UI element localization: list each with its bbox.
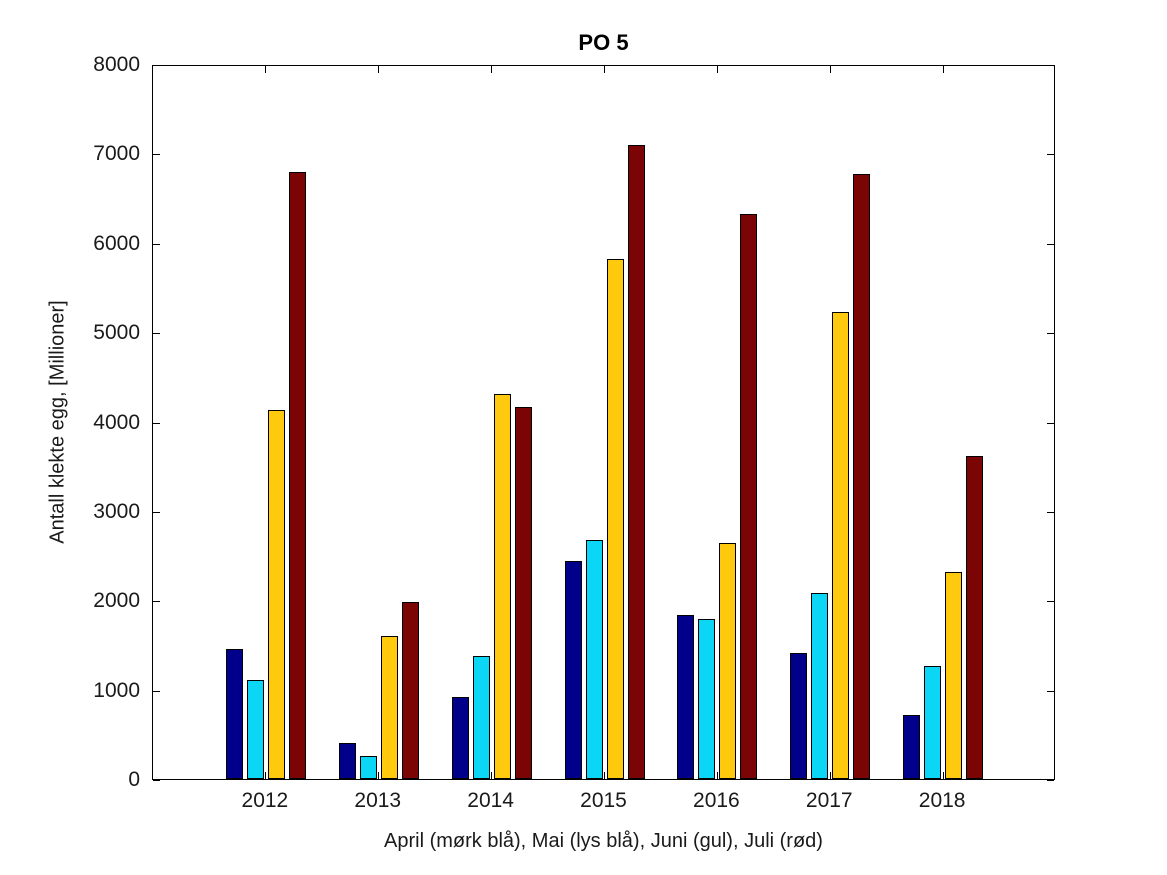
bar-mai-2014 — [472, 656, 490, 779]
y-tick-label: 2000 — [93, 589, 140, 613]
y-tick-label: 1000 — [93, 678, 140, 702]
bar-april-2016 — [677, 615, 695, 779]
x-tick-mark — [604, 772, 605, 779]
x-tick-mark — [716, 66, 718, 73]
bar-juni-2015 — [606, 259, 624, 779]
y-tick-mark — [1047, 422, 1054, 424]
y-tick-mark — [153, 65, 160, 66]
bar-april-2017 — [790, 653, 808, 779]
x-tick-label: 2017 — [805, 789, 853, 812]
y-tick-mark — [153, 154, 160, 156]
y-tick-label: 4000 — [93, 410, 140, 434]
x-tick-mark — [378, 66, 380, 73]
x-tick-label: 2014 — [467, 789, 514, 812]
y-tick-mark — [1047, 333, 1054, 335]
bar-juni-2012 — [267, 410, 285, 779]
x-tick-mark — [942, 66, 944, 73]
x-tick-label: 2015 — [580, 789, 627, 812]
x-tick-label: 2018 — [918, 789, 966, 812]
x-tick-mark — [716, 772, 718, 779]
bar-juli-2012 — [288, 172, 306, 779]
y-tick-mark — [153, 780, 160, 781]
y-tick-label: 3000 — [93, 499, 140, 523]
bar-mai-2017 — [811, 593, 829, 779]
x-axis-label: April (mørk blå), Mai (lys blå), Juni (g… — [384, 830, 823, 852]
x-tick-label: 2012 — [241, 789, 289, 812]
y-tick-mark — [1047, 690, 1054, 692]
bar-mai-2012 — [246, 680, 264, 779]
y-tick-mark — [153, 511, 160, 513]
y-tick-mark — [1047, 243, 1054, 245]
y-tick-mark — [153, 422, 160, 424]
x-tick-mark — [265, 66, 267, 73]
bar-juli-2014 — [514, 407, 532, 779]
x-tick-mark — [491, 66, 493, 73]
x-tick-mark — [942, 772, 944, 779]
y-tick-label: 8000 — [93, 53, 140, 76]
plot-area — [152, 65, 1055, 781]
y-tick-label: 6000 — [93, 231, 140, 255]
bar-april-2012 — [225, 649, 243, 779]
y-tick-label: 0 — [128, 768, 140, 791]
x-tick-mark — [829, 66, 831, 73]
bar-juli-2013 — [401, 602, 419, 779]
bar-juli-2016 — [740, 214, 758, 779]
bar-mai-2013 — [359, 756, 377, 779]
y-tick-mark — [153, 690, 160, 692]
bar-juni-2018 — [945, 572, 963, 779]
x-tick-mark — [491, 772, 493, 779]
bar-juli-2018 — [966, 456, 984, 779]
bar-mai-2018 — [924, 666, 942, 779]
bar-april-2013 — [338, 743, 356, 779]
x-tick-label: 2013 — [354, 789, 402, 812]
y-tick-label: 7000 — [93, 142, 140, 166]
x-tick-mark — [604, 66, 605, 73]
chart-title: PO 5 — [578, 30, 629, 55]
y-tick-mark — [1047, 511, 1054, 513]
bar-april-2018 — [903, 715, 921, 779]
y-tick-mark — [1047, 154, 1054, 156]
bar-juni-2013 — [380, 636, 398, 779]
bar-april-2015 — [564, 561, 582, 779]
y-tick-label: 5000 — [93, 321, 140, 345]
bar-mai-2016 — [698, 619, 716, 779]
x-tick-mark — [829, 772, 831, 779]
bar-juli-2015 — [627, 145, 645, 779]
bar-juli-2017 — [853, 174, 871, 779]
y-tick-mark — [153, 243, 160, 245]
bar-juni-2017 — [832, 312, 850, 779]
y-tick-mark — [1047, 780, 1054, 781]
bar-juni-2014 — [493, 394, 511, 779]
bar-mai-2015 — [585, 540, 603, 779]
y-tick-mark — [1047, 65, 1054, 66]
x-tick-mark — [265, 772, 267, 779]
x-tick-mark — [378, 772, 380, 779]
y-tick-mark — [1047, 601, 1054, 603]
y-tick-mark — [153, 601, 160, 603]
bar-juni-2016 — [719, 543, 737, 779]
x-tick-label: 2016 — [693, 789, 740, 812]
bar-april-2014 — [451, 697, 469, 779]
y-tick-mark — [153, 333, 160, 335]
